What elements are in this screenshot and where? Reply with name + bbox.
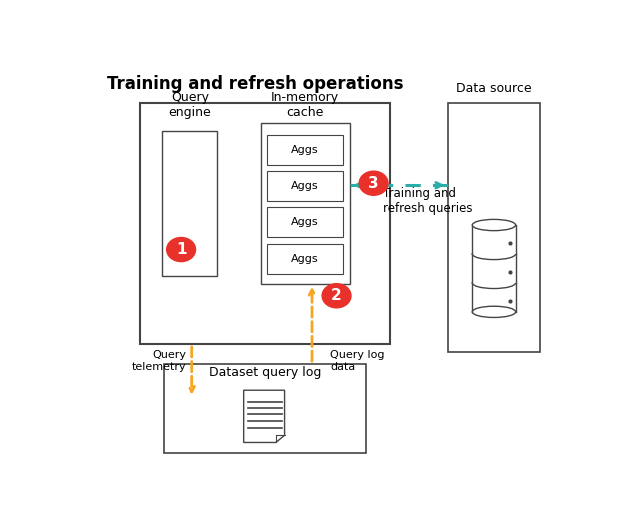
Text: Aggs: Aggs xyxy=(291,217,319,228)
Bar xyxy=(472,225,515,254)
Circle shape xyxy=(322,284,351,308)
Text: Aggs: Aggs xyxy=(291,145,319,155)
Text: Training and refresh operations: Training and refresh operations xyxy=(107,75,404,93)
Text: 2: 2 xyxy=(331,288,342,303)
Bar xyxy=(162,131,217,276)
Bar xyxy=(472,283,515,312)
Ellipse shape xyxy=(472,248,515,259)
Bar xyxy=(448,103,540,352)
Bar xyxy=(267,171,343,201)
Ellipse shape xyxy=(472,306,515,317)
Bar xyxy=(267,207,343,238)
Bar xyxy=(472,254,515,283)
Circle shape xyxy=(359,171,388,195)
Ellipse shape xyxy=(472,219,515,231)
Circle shape xyxy=(166,238,196,262)
Bar xyxy=(267,244,343,274)
Text: Aggs: Aggs xyxy=(291,254,319,264)
Bar xyxy=(164,364,366,453)
Text: Data source: Data source xyxy=(456,82,532,96)
Text: Aggs: Aggs xyxy=(291,181,319,191)
Bar xyxy=(140,103,391,344)
Text: Query log
data: Query log data xyxy=(330,350,385,372)
Text: 1: 1 xyxy=(176,242,186,257)
Text: 3: 3 xyxy=(368,176,379,191)
Bar xyxy=(261,123,350,284)
Text: Training and
refresh queries: Training and refresh queries xyxy=(383,187,473,215)
Text: Query
telemetry: Query telemetry xyxy=(131,350,186,372)
Ellipse shape xyxy=(472,277,515,289)
Text: Query
engine: Query engine xyxy=(168,91,211,119)
Text: In-memory
cache: In-memory cache xyxy=(271,91,339,119)
Text: Dataset query log: Dataset query log xyxy=(209,365,322,378)
Bar xyxy=(267,135,343,165)
Polygon shape xyxy=(243,390,284,443)
